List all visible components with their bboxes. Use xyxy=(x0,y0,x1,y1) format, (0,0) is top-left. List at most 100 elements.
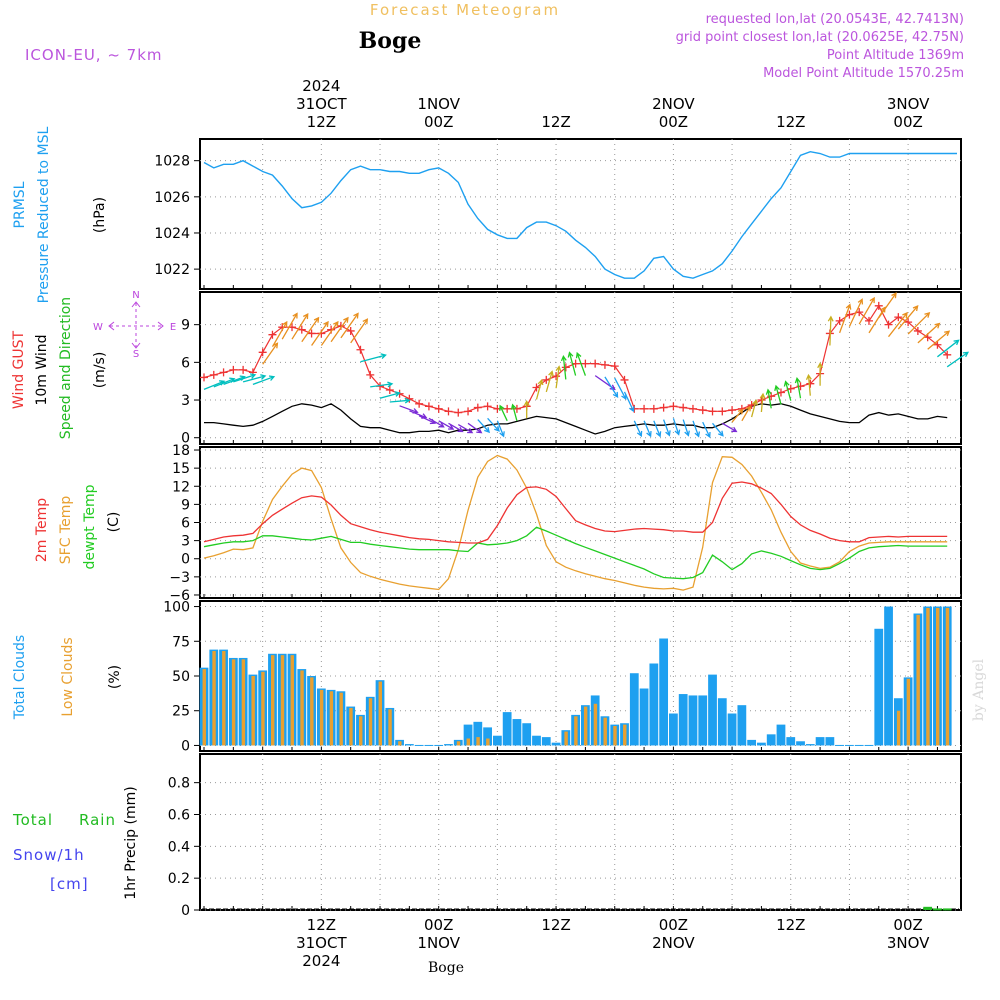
total-clouds-bar xyxy=(717,698,727,746)
bottom-time-label: 3NOV xyxy=(887,934,930,952)
wind-tick-label: 0 xyxy=(181,431,190,447)
wind-direction-arrow xyxy=(721,422,738,433)
wind-gust-marker xyxy=(698,406,707,415)
snow-label: Snow/1h xyxy=(13,846,85,864)
low-clouds-bar xyxy=(270,655,275,746)
total-clouds-bar xyxy=(688,695,698,746)
wind-direction-arrow xyxy=(643,420,652,438)
temperature-panel: −6 −3 0 3 6 9 12 15 18 xyxy=(169,443,962,604)
total-clouds-bar xyxy=(727,713,737,746)
wind-direction-arrow xyxy=(662,419,671,437)
bottom-time-label: 00Z xyxy=(424,916,453,934)
pressure-frame xyxy=(199,138,962,290)
wind-gust-marker xyxy=(679,403,688,412)
wind-direction-arrow xyxy=(692,420,701,438)
low-clouds-bar xyxy=(212,651,216,746)
rain-bar xyxy=(942,908,952,911)
total-clouds-bar xyxy=(708,674,717,746)
clouds-tick-label: 75 xyxy=(172,634,190,650)
low-clouds-bar xyxy=(623,724,627,746)
wind-direction-arrow xyxy=(731,408,744,423)
low-clouds-bar xyxy=(574,716,578,746)
low-clouds-bar xyxy=(300,670,304,746)
wind-direction-arrow xyxy=(448,422,464,433)
wind-gust-marker xyxy=(874,301,883,310)
wind-direction-arrow xyxy=(233,373,257,383)
wind-direction-arrow xyxy=(907,311,931,335)
top-time-label: 00Z xyxy=(659,113,688,131)
wind-direction-arrow xyxy=(311,320,329,346)
low-clouds-bar xyxy=(339,692,343,746)
top-time-label: 12Z xyxy=(541,113,570,131)
temp-unit-label: (C) xyxy=(106,512,122,533)
dewpt-temp-line xyxy=(203,526,948,580)
compass-east: E xyxy=(170,322,176,333)
wind-direction-arrow xyxy=(330,316,349,343)
wind-direction-arrow xyxy=(350,318,369,344)
total-clouds-bar xyxy=(678,694,688,746)
total-clouds-bar xyxy=(874,628,884,746)
low-clouds-bar xyxy=(349,707,353,746)
temp-tick-label: 15 xyxy=(172,461,190,477)
bottom-time-label: 12Z xyxy=(541,916,570,934)
wind-gust-marker xyxy=(610,362,619,371)
wind-panel: 0 3 6 9 xyxy=(181,291,970,447)
precip-panel: 0 0.2 0.4 0.6 0.8 xyxy=(168,753,962,919)
wind-gust-marker xyxy=(649,404,658,413)
wind-direction-arrow xyxy=(927,330,951,350)
wind-direction-arrow xyxy=(653,420,662,438)
wind-gust-marker xyxy=(473,403,482,412)
temp-tick-label: 18 xyxy=(172,443,190,459)
bottom-time-label: 1NOV xyxy=(417,934,460,952)
wind-tick-label: 9 xyxy=(181,318,190,334)
wind-direction-arrow xyxy=(917,322,941,344)
low-clouds-bar xyxy=(466,738,471,746)
wind-unit-label: (m/s) xyxy=(92,352,108,389)
low-clouds-label: Low Clouds xyxy=(60,637,76,716)
requested-coords: requested lon,lat (20.0543E, 42.7413N) xyxy=(706,12,964,27)
total-clouds-bar xyxy=(649,663,659,746)
wind-gust-marker xyxy=(728,406,737,415)
wind-gust-marker xyxy=(434,404,443,413)
total-clouds-bar xyxy=(444,744,453,746)
pressure-panel: 1022 1024 1026 1028 xyxy=(154,138,962,290)
wind-direction-arrow xyxy=(937,339,960,358)
pressure-unit-label: (hPa) xyxy=(92,197,108,233)
total-clouds-bar xyxy=(815,737,825,746)
low-clouds-bar xyxy=(378,681,382,746)
precip-tick-label: 0.2 xyxy=(168,871,190,887)
wind-gust-marker xyxy=(835,316,844,325)
total-clouds-bar xyxy=(551,742,561,746)
snow-unit-label: [cm] xyxy=(50,875,89,893)
prmsl-label: PRMSL xyxy=(12,181,28,228)
total-clouds-bar xyxy=(805,744,815,746)
wind-direction-arrow xyxy=(438,420,455,430)
total-rain-label-a: Total xyxy=(12,811,53,829)
low-clouds-bar xyxy=(290,655,294,746)
bottom-time-label: 12Z xyxy=(307,916,336,934)
wind-direction-arrow xyxy=(370,381,394,388)
wind-tick-label: 3 xyxy=(181,393,190,409)
wind-10m-label: 10m Wind xyxy=(34,334,50,405)
temp-panel-labels: 2m Temp SFC Temp dewpt Temp (C) xyxy=(34,484,122,569)
wind-direction-arrow xyxy=(702,421,711,439)
total-clouds-bar xyxy=(737,705,747,746)
total-clouds-bar xyxy=(502,712,512,746)
wind-direction-arrow xyxy=(291,312,309,340)
wind-gust-marker xyxy=(385,385,394,394)
wind-direction-arrow xyxy=(783,380,792,401)
low-clouds-bar xyxy=(398,741,402,746)
temp-tick-label: 9 xyxy=(181,497,190,513)
wind-direction-arrow xyxy=(623,391,635,413)
wind-direction-arrow xyxy=(340,312,359,339)
rain-bar xyxy=(933,908,942,911)
wind-direction-arrow xyxy=(897,305,919,330)
total-clouds-bar xyxy=(639,688,649,746)
wind-direction-arrow xyxy=(360,353,387,363)
wind-gust-marker xyxy=(943,350,952,359)
wind-gust-marker xyxy=(454,408,463,417)
wind-direction-arrow xyxy=(672,418,681,436)
low-clouds-bar xyxy=(329,691,334,746)
total-clouds-bar xyxy=(825,737,835,746)
low-clouds-bar xyxy=(231,659,236,746)
